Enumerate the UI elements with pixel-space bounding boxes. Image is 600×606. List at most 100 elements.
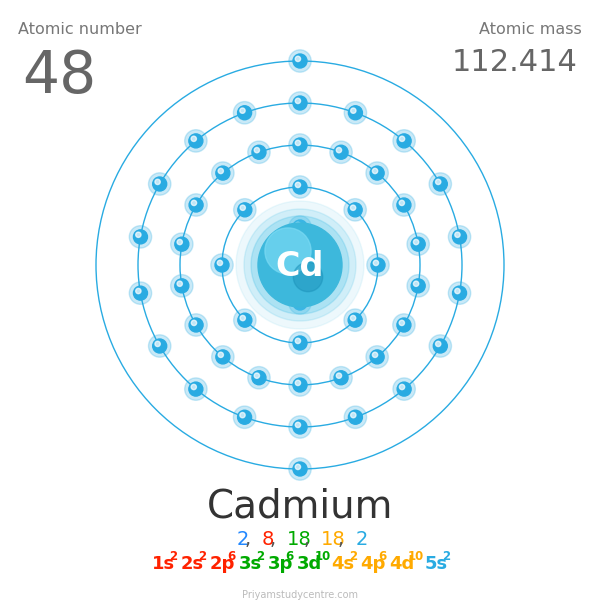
Circle shape — [189, 318, 203, 332]
Text: Atomic number: Atomic number — [18, 22, 142, 37]
Text: 4p: 4p — [361, 555, 386, 573]
Circle shape — [400, 384, 404, 390]
Text: 2p: 2p — [209, 555, 235, 573]
Circle shape — [400, 136, 404, 141]
Circle shape — [289, 416, 311, 438]
Circle shape — [293, 462, 307, 476]
Circle shape — [344, 199, 367, 221]
Circle shape — [133, 230, 148, 244]
Circle shape — [217, 260, 223, 265]
Text: 2: 2 — [236, 530, 248, 549]
Text: Cd: Cd — [276, 250, 324, 284]
Circle shape — [399, 200, 404, 205]
Circle shape — [289, 92, 311, 114]
Text: 10: 10 — [314, 550, 331, 563]
Circle shape — [366, 346, 388, 368]
Circle shape — [175, 237, 189, 251]
Circle shape — [397, 198, 411, 212]
Circle shape — [289, 176, 311, 198]
Circle shape — [399, 320, 404, 325]
Circle shape — [452, 286, 467, 300]
Circle shape — [240, 205, 245, 210]
Circle shape — [149, 335, 171, 357]
Text: 18: 18 — [321, 530, 346, 549]
Circle shape — [293, 138, 307, 152]
Circle shape — [407, 275, 430, 297]
Circle shape — [289, 216, 311, 238]
Text: 2: 2 — [199, 550, 206, 563]
Circle shape — [330, 141, 352, 164]
Text: ,: , — [245, 530, 257, 549]
Circle shape — [155, 341, 160, 347]
Text: 1s: 1s — [151, 555, 175, 573]
Circle shape — [336, 373, 341, 378]
Circle shape — [233, 102, 256, 124]
Circle shape — [433, 177, 447, 191]
Circle shape — [448, 282, 471, 304]
Circle shape — [238, 203, 252, 217]
Circle shape — [175, 279, 189, 293]
Circle shape — [393, 130, 415, 152]
Circle shape — [350, 315, 356, 321]
Circle shape — [233, 199, 256, 221]
Circle shape — [411, 237, 425, 251]
Circle shape — [293, 336, 307, 350]
Circle shape — [334, 145, 348, 159]
Circle shape — [185, 314, 207, 336]
Text: 4s: 4s — [331, 555, 355, 573]
Circle shape — [293, 220, 307, 234]
Circle shape — [293, 54, 307, 68]
Circle shape — [344, 102, 367, 124]
Circle shape — [293, 296, 307, 310]
Text: 3p: 3p — [268, 555, 293, 573]
Circle shape — [136, 288, 141, 294]
Circle shape — [367, 254, 389, 276]
Circle shape — [238, 106, 251, 120]
Text: 6: 6 — [227, 550, 236, 563]
Circle shape — [185, 194, 207, 216]
Text: ,: , — [304, 530, 317, 549]
Circle shape — [254, 147, 260, 153]
Circle shape — [295, 140, 301, 145]
Circle shape — [252, 145, 266, 159]
Circle shape — [295, 464, 301, 470]
Circle shape — [258, 223, 342, 307]
Text: ,: , — [338, 530, 350, 549]
Circle shape — [240, 108, 245, 113]
Circle shape — [177, 239, 182, 245]
Circle shape — [155, 179, 160, 185]
Circle shape — [293, 96, 307, 110]
Circle shape — [429, 335, 451, 357]
Circle shape — [413, 281, 419, 287]
Circle shape — [397, 134, 411, 148]
Circle shape — [170, 275, 193, 297]
Circle shape — [248, 367, 270, 389]
Circle shape — [212, 162, 234, 184]
Circle shape — [189, 134, 203, 148]
Text: 48: 48 — [22, 48, 96, 105]
Circle shape — [436, 179, 441, 185]
Circle shape — [373, 352, 377, 358]
Circle shape — [452, 230, 467, 244]
Text: 4d: 4d — [389, 555, 415, 573]
Circle shape — [289, 458, 311, 480]
Text: 2: 2 — [355, 530, 368, 549]
Circle shape — [236, 201, 364, 329]
Circle shape — [349, 106, 362, 120]
Circle shape — [293, 420, 307, 434]
Circle shape — [216, 166, 230, 180]
Circle shape — [436, 341, 441, 347]
Circle shape — [295, 56, 301, 62]
Circle shape — [133, 286, 148, 300]
Circle shape — [433, 339, 447, 353]
Circle shape — [336, 147, 341, 153]
Circle shape — [350, 205, 356, 210]
Circle shape — [344, 309, 367, 331]
Circle shape — [295, 338, 301, 344]
Circle shape — [348, 313, 362, 327]
Text: 2: 2 — [443, 550, 451, 563]
Circle shape — [370, 166, 384, 180]
Circle shape — [407, 233, 430, 255]
Circle shape — [189, 382, 203, 396]
Circle shape — [216, 350, 230, 364]
